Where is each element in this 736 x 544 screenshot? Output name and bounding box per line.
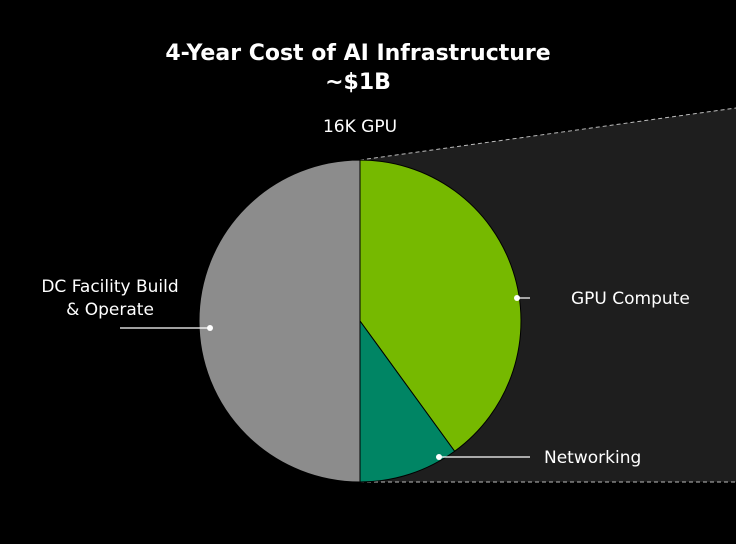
- chart-subtitle: 16K GPU: [323, 117, 397, 137]
- chart-title-line1: 4-Year Cost of AI Infrastructure: [165, 41, 550, 66]
- slice-label-1: Networking: [544, 448, 641, 468]
- slice-label-0: GPU Compute: [571, 289, 690, 309]
- pie-slice-0: [359, 159, 522, 452]
- slice-label-2: DC Facility Build & Operate: [41, 277, 178, 320]
- pie-labels: GPU Compute Networking DC Facility Build & …: [41, 277, 689, 468]
- pie-slices: [198, 159, 522, 483]
- callout-top-edge: [359, 107, 736, 161]
- leader-dot-2: [207, 325, 213, 331]
- chart-title-line2: ~$1B: [325, 70, 391, 95]
- leader-dot-1: [436, 454, 442, 460]
- pie-slice-2: [198, 159, 361, 483]
- pie-slice-1: [359, 319, 456, 483]
- leader-dot-0: [514, 295, 520, 301]
